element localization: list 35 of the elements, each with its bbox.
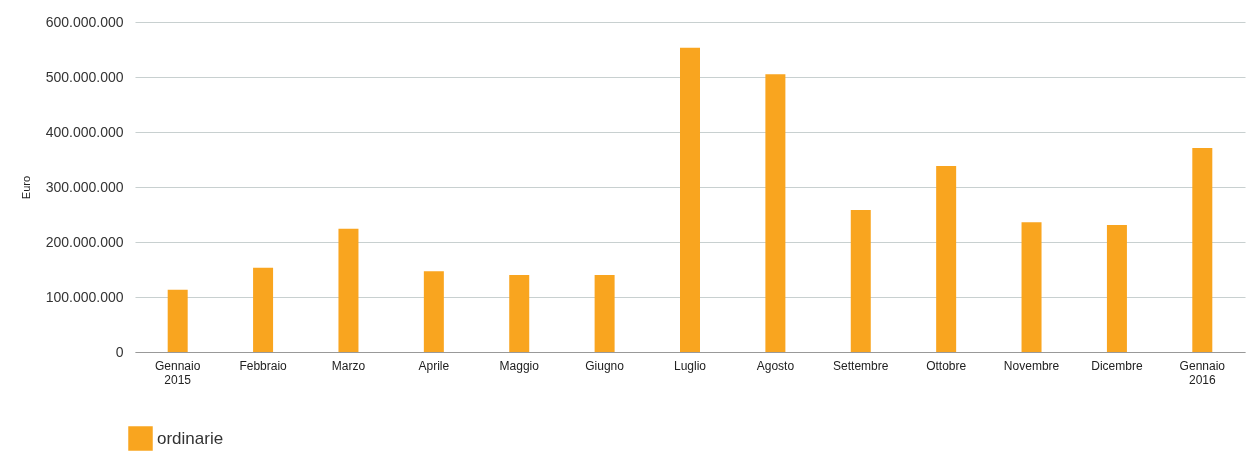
- x-tick-label: Settembre: [833, 358, 889, 373]
- bar: [936, 166, 957, 352]
- bar: [338, 228, 359, 352]
- y-tick-label: 200.000.000: [45, 233, 124, 250]
- bar: [680, 47, 700, 352]
- bar: [253, 267, 274, 352]
- bar: [1192, 147, 1213, 352]
- x-tick-label: Maggio: [499, 358, 540, 373]
- x-tick-label: Marzo: [331, 358, 366, 373]
- y-tick-label: 100.000.000: [45, 288, 124, 305]
- bar: [594, 275, 615, 352]
- x-tick-label: Novembre: [1003, 358, 1060, 373]
- y-tick-label: 300.000.000: [45, 178, 124, 195]
- bar: [850, 210, 871, 352]
- x-tick-label: Luglio: [673, 358, 707, 373]
- x-tick-label: Febbraio: [239, 358, 288, 373]
- x-tick-label: Gennaio 2016: [1179, 358, 1226, 387]
- legend-label: ordinarie: [157, 428, 224, 448]
- bar: [167, 289, 188, 352]
- x-tick-label: Giugno: [585, 358, 625, 373]
- y-tick-label: 400.000.000: [45, 123, 124, 140]
- bar: [765, 74, 786, 352]
- x-tick-label: Dicembre: [1091, 358, 1143, 373]
- y-axis-title: Euro: [19, 175, 32, 200]
- x-tick-label: Aprile: [418, 358, 450, 373]
- y-tick-label: 500.000.000: [45, 68, 124, 85]
- x-tick-label: Gennaio 2015: [155, 358, 201, 387]
- bar: [1021, 222, 1042, 352]
- bar: [1106, 224, 1127, 352]
- y-tick-label: 0: [115, 343, 124, 360]
- bar: [423, 271, 444, 352]
- x-tick-label: Agosto: [756, 358, 795, 373]
- bar: [509, 275, 530, 352]
- x-tick-label: Ottobre: [926, 358, 967, 373]
- y-tick-label: 600.000.000: [45, 13, 124, 30]
